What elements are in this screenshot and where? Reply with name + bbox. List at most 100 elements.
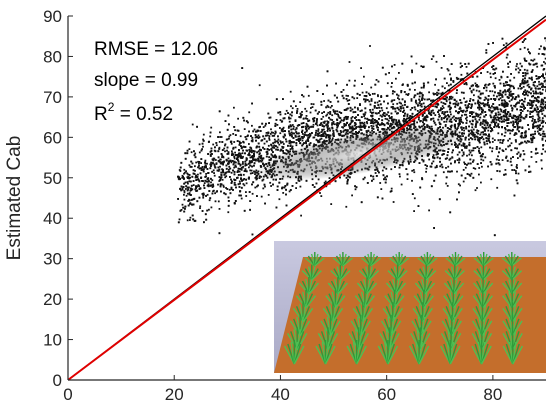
scatter-point [490,178,493,181]
scatter-point [445,120,448,123]
scatter-point [219,136,221,138]
scatter-point [301,111,303,113]
scatter-point [478,151,481,154]
scatter-point [205,195,207,197]
scatter-point [348,125,351,128]
scatter-point [278,143,281,146]
scatter-point [265,122,267,125]
scatter-point [214,192,216,195]
scatter-point [444,124,447,126]
scatter-point [248,111,251,114]
scatter-point [483,119,486,122]
scatter-point [494,122,496,125]
scatter-point [324,132,327,135]
scatter-point [473,136,476,138]
scatter-point [512,121,515,124]
scatter-point [233,160,236,163]
scatter-point [214,200,217,203]
scatter-point [279,111,282,113]
scatter-point [292,125,295,128]
scatter-point [336,130,339,133]
scatter-point [502,150,505,152]
scatter-point [233,157,236,160]
scatter-point [510,94,513,97]
scatter-point [526,69,529,72]
scatter-point [441,85,444,88]
scatter-point [183,191,186,194]
scatter-point [339,120,342,123]
scatter-point [312,136,315,139]
scatter-point [254,186,257,189]
scatter-point [455,146,457,148]
scatter-point [465,145,468,148]
scatter-point [526,72,529,75]
scatter-point [464,145,466,148]
scatter-point [491,129,494,132]
scatter-point [527,124,529,126]
scatter-point [294,135,297,138]
scatter-point [248,130,250,133]
scatter-point [200,167,203,170]
scatter-point [468,141,471,144]
scatter-point [251,140,254,143]
scatter-point [427,81,430,84]
scatter-point [446,68,449,70]
scatter-point [462,153,465,156]
scatter-point [320,134,323,136]
scatter-point [233,178,235,181]
scatter-point [495,114,497,117]
scatter-point [469,137,472,139]
scatter-point [523,68,526,71]
scatter-point [530,111,533,113]
scatter-point [437,111,439,113]
scatter-point [411,169,414,172]
scatter-point [245,195,248,197]
scatter-point [480,154,483,157]
scatter-point [295,139,298,141]
scatter-point [410,98,413,100]
scatter-point [190,151,193,154]
scatter-point [487,84,490,86]
scatter-point [228,135,231,138]
scatter-point [372,111,375,114]
scatter-point [388,72,390,74]
scatter-point [434,93,437,95]
scatter-point [227,170,230,173]
scatter-point [530,141,533,144]
scatter-point [298,135,301,137]
scatter-point [449,111,452,113]
scatter-point [282,126,285,129]
scatter-point [301,133,304,135]
scatter-point [491,110,494,112]
scatter-point [237,167,240,170]
scatter-point [409,124,411,127]
scatter-point [529,99,531,102]
scatter-point [470,85,473,88]
scatter-point [210,161,212,164]
scatter-point [363,95,366,97]
scatter-point [375,175,378,177]
scatter-point [391,106,394,108]
scatter-point [194,165,196,168]
scatter-point [459,78,462,81]
scatter-point [512,85,515,88]
scatter-point [470,105,473,108]
scatter-point [395,119,398,121]
scatter-point [347,178,349,181]
scatter-point [272,142,274,144]
scatter-point [264,202,266,205]
scatter-point [202,138,204,141]
scatter-point [291,141,294,144]
scatter-point [258,84,261,87]
scatter-point [446,157,448,160]
scatter-point [378,118,380,120]
scatter-point [422,102,425,105]
scatter-point [391,92,394,95]
scatter-point [196,185,199,188]
scatter-point [461,114,463,117]
scatter-point [504,90,507,93]
scatter-point [261,159,264,162]
scatter-point [430,185,433,188]
scatter-point [432,120,435,122]
scatter-point [329,134,332,137]
